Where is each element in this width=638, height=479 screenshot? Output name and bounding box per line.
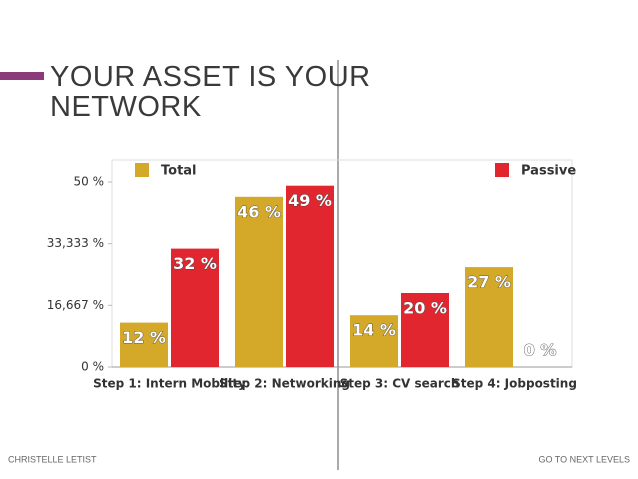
value-label: 49 % [288, 191, 332, 210]
x-tick-label: Step 1: Intern Mobility [93, 377, 246, 391]
legend-swatch [495, 163, 509, 177]
slide-title: YOUR ASSET IS YOUR NETWORK [50, 61, 371, 123]
value-label: 46 % [237, 202, 281, 221]
bar [465, 267, 513, 367]
accent-bar [0, 72, 44, 80]
value-label: 12 % [122, 328, 166, 347]
bar [171, 248, 219, 367]
y-tick-label: 0 % [81, 360, 104, 374]
bar [120, 322, 168, 367]
y-tick-label: 50 % [74, 175, 105, 189]
bar [350, 315, 398, 367]
y-tick-label: 16,667 % [47, 298, 104, 312]
legend-label: Total [161, 164, 197, 179]
value-label: 27 % [467, 273, 511, 292]
footer-right: GO TO NEXT LEVELS [538, 454, 630, 464]
legend-swatch [135, 163, 149, 177]
x-tick-label: Step 2: Networking [219, 377, 350, 391]
footer-left: CHRISTELLE LETIST [8, 454, 97, 464]
bar [286, 185, 334, 367]
bar [235, 196, 283, 367]
x-tick-label: Step 3: CV search [340, 377, 460, 391]
value-label: 14 % [352, 321, 396, 340]
value-label: 0 % [524, 341, 557, 360]
bar [401, 293, 449, 367]
x-tick-label: Step 4: Jobposting [452, 377, 577, 391]
value-label: 32 % [173, 254, 217, 273]
legend-label: Passive [521, 164, 576, 179]
y-tick-label: 33,333 % [47, 236, 104, 250]
value-label: 20 % [403, 299, 447, 318]
